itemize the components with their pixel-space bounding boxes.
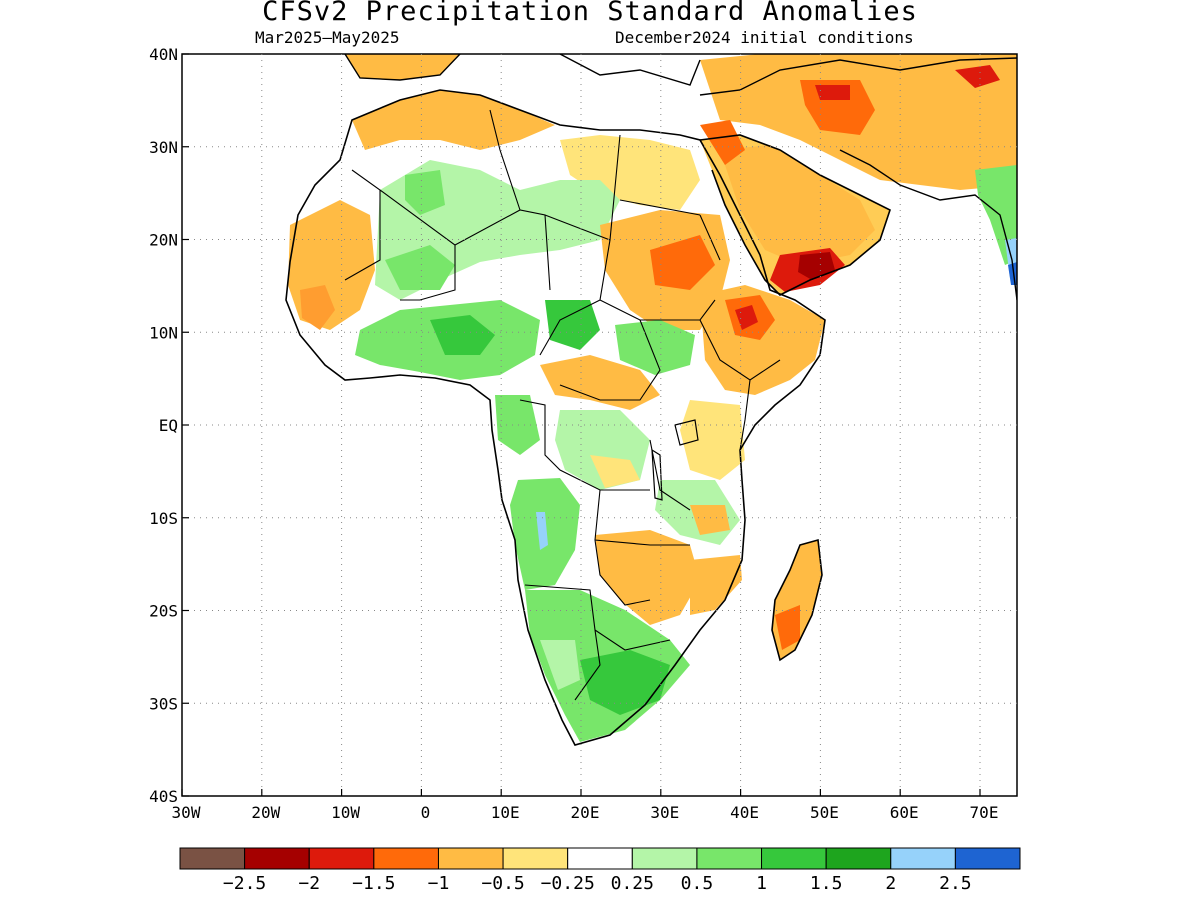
colorbar-swatch	[567, 847, 633, 870]
colorbar-label: 0.5	[681, 873, 714, 894]
mediterranean-coast	[344, 54, 1017, 96]
anom-sahel-green2	[405, 170, 445, 215]
lon-label: 40E	[730, 803, 759, 822]
anom-congo-yellow	[590, 455, 640, 488]
lon-label: 10W	[331, 803, 360, 822]
colorbar-swatch	[761, 847, 827, 870]
anom-south-africa-dark	[580, 650, 670, 715]
lat-label: 30N	[149, 138, 178, 157]
anom-ethiopia-red	[735, 305, 758, 330]
lat-label: 10N	[149, 323, 178, 342]
anom-madagascar-dark	[775, 605, 800, 650]
lake-victoria	[674, 419, 699, 446]
lon-label: 30W	[172, 803, 201, 822]
colorbar-swatch	[954, 847, 1021, 870]
anom-iraq-red	[815, 85, 850, 100]
lat-label: 40N	[149, 45, 178, 64]
anom-guinea-coast-dark	[430, 315, 495, 355]
madagascar-coastline	[771, 538, 823, 662]
anom-mozambique	[690, 555, 742, 615]
colorbar-label: 0.25	[611, 873, 654, 894]
lat-label: 30S	[149, 694, 178, 713]
anom-car-orange	[540, 355, 660, 410]
colorbar-swatch	[179, 847, 246, 870]
colorbar	[179, 847, 1021, 870]
anom-yemen-darkred	[798, 252, 835, 280]
lon-label: 20E	[571, 803, 600, 822]
colorbar-swatch	[373, 847, 439, 870]
colorbar-label: 2	[885, 873, 896, 894]
axis-ticks	[181, 53, 981, 797]
colorbar-label: −2.5	[223, 873, 266, 894]
colorbar-label: 1	[756, 873, 767, 894]
chart-title: CFSv2 Precipitation Standard Anomalies	[262, 0, 918, 27]
colorbar-swatch	[502, 847, 569, 870]
anom-arabia-orange	[720, 145, 875, 265]
forecast-period: Mar2025–May2025	[255, 28, 400, 47]
colorbar-label: 1.5	[810, 873, 843, 894]
lon-label: 0	[421, 803, 431, 822]
anom-mali-green	[385, 245, 455, 290]
colorbar-label: −1	[428, 873, 450, 894]
lon-label: 70E	[970, 803, 999, 822]
colorbar-swatch	[631, 847, 698, 870]
anom-tanzania-orange	[690, 505, 730, 535]
longitude-labels: 30W 20W 10W 0 10E 20E 30E 40E 50E 60E 70E	[172, 803, 999, 822]
anom-guinea-orange	[300, 285, 335, 330]
lat-label: 40S	[149, 787, 178, 806]
persian-gulf-coast	[839, 149, 1017, 301]
colorbar-labels: −2.5 −2 −1.5 −1 −0.5 −0.25 0.25 0.5 1 1.5 2 2.5	[223, 873, 972, 894]
anom-gabon-green	[495, 395, 540, 455]
arabia-coastline	[699, 134, 891, 296]
anom-angola-blue	[536, 512, 548, 550]
anom-iran-red	[955, 65, 1000, 88]
colorbar-swatch	[825, 847, 892, 870]
lat-label: 20N	[149, 231, 178, 250]
gridlines	[182, 54, 1017, 796]
anom-maghreb-top	[345, 54, 460, 80]
anom-north-africa	[352, 90, 555, 150]
colorbar-swatch	[437, 847, 504, 870]
country-borders	[344, 109, 781, 701]
initial-conditions: December2024 initial conditions	[615, 28, 914, 47]
lon-label: 50E	[810, 803, 839, 822]
lon-label: 10E	[491, 803, 520, 822]
colorbar-label: −0.25	[541, 873, 595, 894]
lat-label: 20S	[149, 602, 178, 621]
lat-label: 10S	[149, 509, 178, 528]
africa-coastline	[285, 89, 826, 746]
colorbar-swatch	[890, 847, 956, 870]
lon-label: 20W	[251, 803, 280, 822]
colorbar-label: −2	[298, 873, 320, 894]
colorbar-label: 2.5	[939, 873, 972, 894]
lat-label: EQ	[159, 416, 178, 435]
anom-namibia-light	[540, 640, 580, 690]
colorbar-label: −0.5	[481, 873, 524, 894]
anom-sudan-dark	[650, 235, 715, 290]
anom-nigeria-dark	[545, 300, 600, 350]
colorbar-swatch	[696, 847, 763, 870]
anom-south-sudan-green	[615, 320, 695, 375]
anom-egypt-orange	[700, 120, 745, 165]
colorbar-swatch	[308, 847, 375, 870]
latitude-labels: 40N 30N 20N 10N EQ 10S 20S 30S 40S	[149, 45, 178, 806]
anom-kenya-yellow	[680, 400, 745, 480]
anom-zambia	[595, 530, 700, 625]
lon-label: 30E	[650, 803, 679, 822]
anomaly-field	[285, 54, 1017, 746]
lake-tanganyika	[651, 448, 663, 501]
colorbar-swatch	[244, 847, 310, 870]
colorbar-label: −1.5	[352, 873, 395, 894]
lon-label: 60E	[890, 803, 919, 822]
